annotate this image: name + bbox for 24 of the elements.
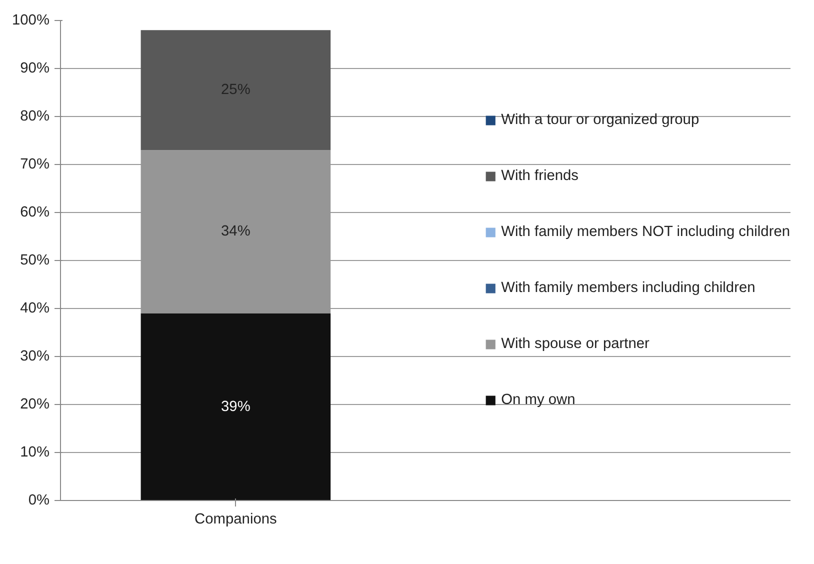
y-tick-label: 40%	[20, 300, 50, 316]
y-tick-label: 100%	[12, 12, 50, 28]
y-tick-label: 60%	[20, 204, 50, 220]
bar	[140, 150, 331, 314]
y-tick-label: 80%	[20, 108, 50, 124]
y-tick-label: 30%	[20, 348, 50, 364]
legend-label: With a tour or organized group	[501, 112, 700, 128]
legend-label: With friends	[501, 168, 578, 184]
bar	[140, 313, 331, 500]
legend-label: With spouse or partner	[501, 336, 650, 352]
legend-label: On my own	[501, 392, 576, 408]
x-tick-label: Companions	[194, 512, 277, 528]
y-tick-label: 90%	[20, 60, 50, 76]
data-label: 39%	[221, 398, 250, 415]
y-tick-label: 70%	[20, 156, 50, 172]
legend-label: With family members NOT including children	[501, 224, 790, 240]
legend-label: With family members including children	[501, 280, 756, 296]
y-tick-label: 10%	[20, 444, 50, 460]
data-label: 25%	[221, 82, 250, 98]
data-label: 34%	[221, 224, 250, 240]
bar	[140, 30, 331, 150]
y-tick-label: 50%	[20, 252, 50, 268]
y-tick-label: 0%	[28, 492, 50, 508]
y-tick-label: 20%	[20, 396, 50, 412]
